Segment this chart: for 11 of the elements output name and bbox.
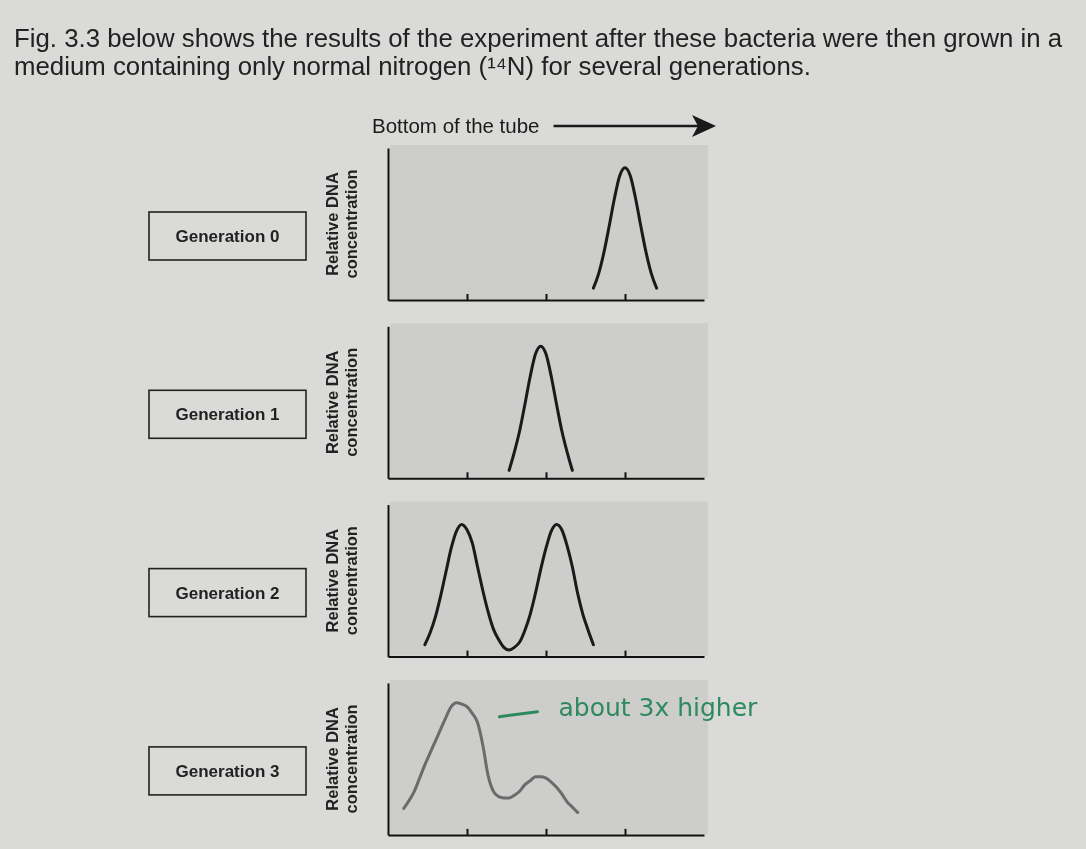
text: Generation 1 bbox=[175, 405, 280, 425]
x-axis-title: Bottom of the tube bbox=[372, 114, 540, 137]
text: Generation 2 bbox=[175, 583, 280, 603]
y-axis-title: Relative DNA concentration bbox=[323, 526, 360, 636]
text: Generation 0 bbox=[175, 227, 280, 246]
y-axis-title: Relative DNA concentration bbox=[323, 169, 360, 279]
y-axis-title: Relative DNA concentration bbox=[323, 347, 360, 457]
annotation: about 3x higher bbox=[558, 692, 759, 722]
y-axis-title: Relative DNA concentration bbox=[323, 704, 360, 814]
text: Generation 3 bbox=[175, 761, 280, 781]
caption: Fig. 3.3 below shows the results of the experiment after these bacteria were then grown in a medium containing only normal nitrogen (¹⁴N) for several generations. bbox=[14, 24, 1063, 80]
